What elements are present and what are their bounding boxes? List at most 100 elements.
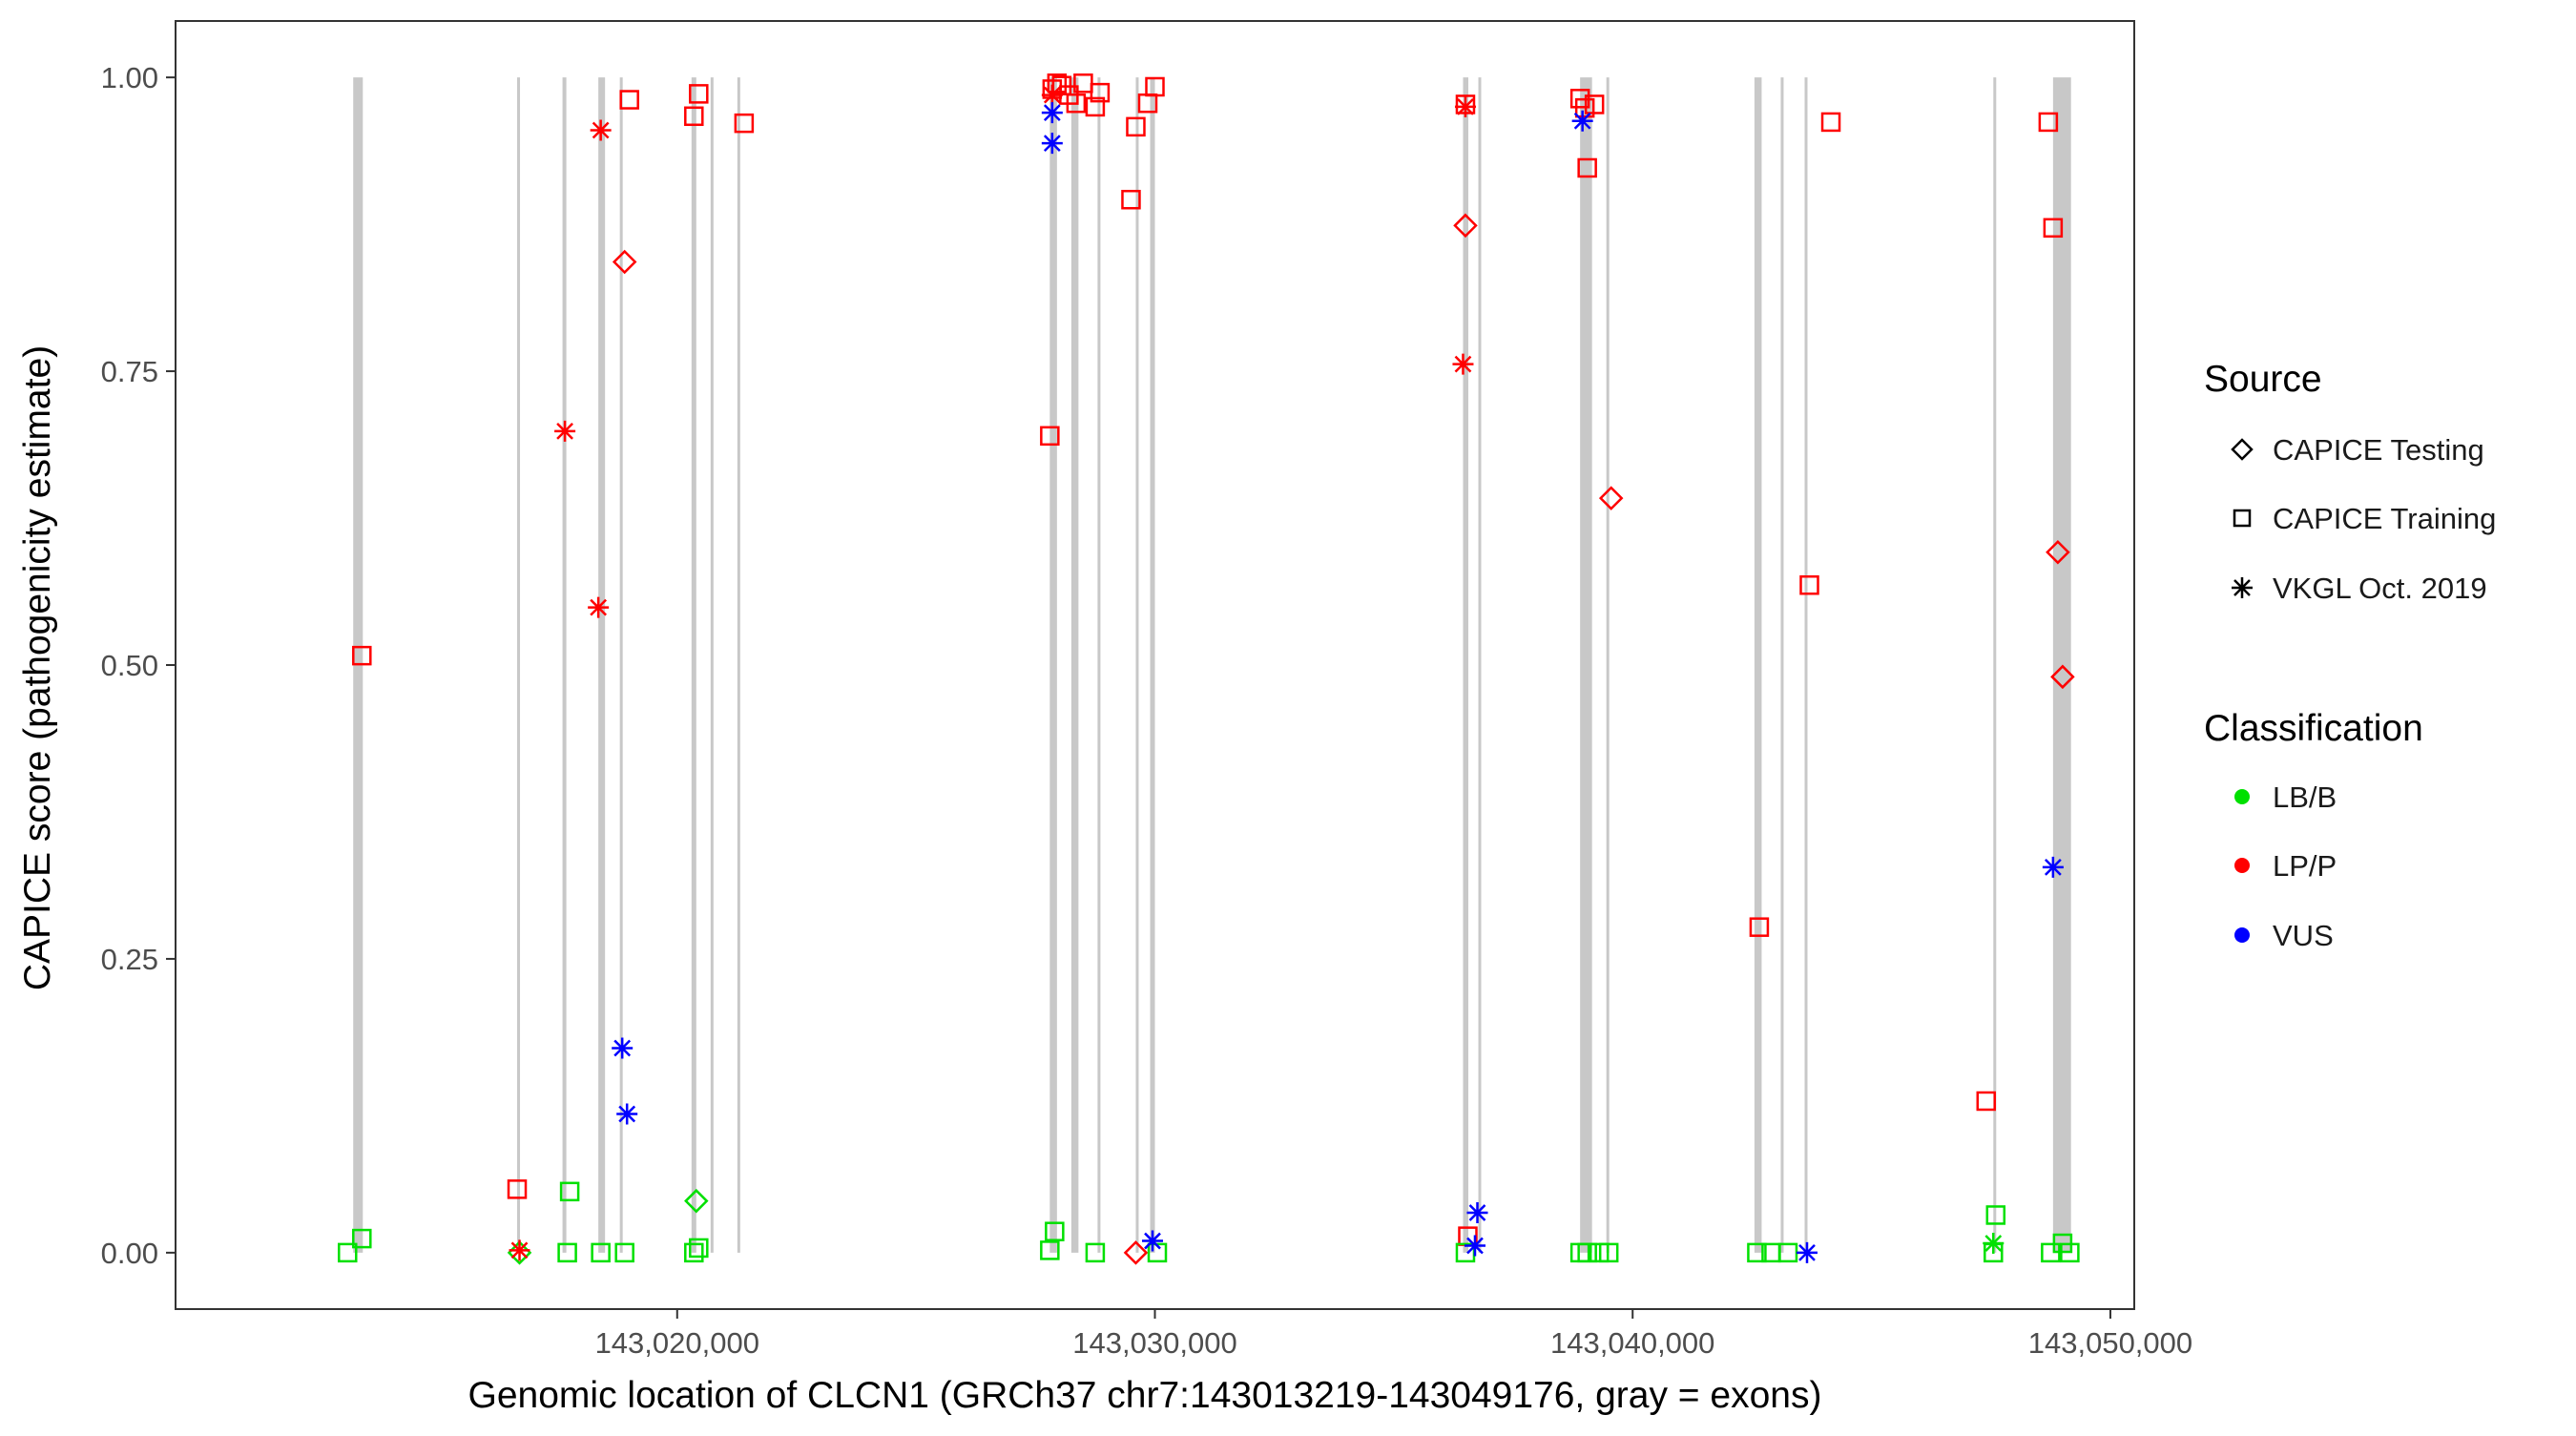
legend-item-capice-testing: CAPICE Testing [2231,433,2484,467]
exon-band [1070,77,1079,1253]
legend-source-title: Source [2204,359,2322,400]
data-point-square [614,1242,634,1263]
data-point-square [734,113,755,134]
data-point-square [559,1181,580,1202]
data-point-diamond [612,249,637,275]
legend-item-capice-training: CAPICE Training [2233,502,2496,535]
legend-item-vkgl: VKGL Oct. 2019 [2232,572,2487,605]
y-tick-label: 0.00 [101,1237,158,1270]
dot-icon [2234,927,2250,943]
data-point-square [1799,574,1819,595]
data-point-square [1126,116,1146,137]
exon-band [1780,77,1784,1253]
data-point-square [1040,426,1060,447]
data-point-diamond [1123,1240,1149,1265]
data-point-asterisk [1571,110,1593,132]
data-point-square [619,90,639,110]
data-point-square [1085,1242,1106,1263]
exon-band [598,77,606,1253]
data-point-square [591,1242,611,1263]
data-point-square [1577,157,1597,178]
legend-item-label: VKGL Oct. 2019 [2273,572,2487,605]
x-axis-title: Genomic location of CLCN1 (GRCh37 chr7:1… [468,1375,1822,1416]
diamond-icon [2231,438,2254,461]
exon-band [1754,77,1762,1253]
dot-icon [2234,858,2250,873]
exon-band [1580,77,1592,1253]
data-point-asterisk [612,1037,634,1059]
x-tick-label: 143,020,000 [595,1326,759,1360]
legend-item-lpp: LP/P [2234,849,2337,883]
legend-item-label: LP/P [2273,849,2337,883]
data-point-square [2060,1242,2080,1263]
legend-item-label: VUS [2273,919,2334,952]
data-point-asterisk [590,119,612,141]
data-point-square [1045,1221,1065,1241]
data-point-asterisk [1983,1233,2005,1255]
y-axis-ticks: 0.00 0.25 0.50 0.75 1.00 [101,61,176,1270]
exon-band [517,77,521,1253]
data-point-asterisk [1464,1235,1485,1257]
dot-icon [2234,789,2250,804]
exon-band [1049,77,1057,1253]
data-point-square [689,1238,709,1259]
x-axis-ticks: 143,020,000 143,030,000 143,040,000 143,050… [595,1309,2192,1360]
data-point-square [2043,218,2064,239]
exon-band [710,77,714,1253]
x-tick-label: 143,040,000 [1550,1326,1714,1360]
exon-band [619,77,623,1253]
data-point-asterisk [554,420,576,442]
exon-layer [353,77,2071,1253]
x-tick-label: 143,030,000 [1072,1326,1236,1360]
exon-band [1097,77,1101,1253]
exon-band [691,77,696,1253]
data-point-square [352,645,372,666]
data-point-square [1747,1242,1767,1263]
data-point-diamond [1453,213,1478,239]
data-point-asterisk [1142,1230,1163,1252]
y-tick-label: 0.50 [101,649,158,682]
data-point-square [2038,112,2059,133]
data-point-square [557,1242,577,1263]
data-point-asterisk [1466,1202,1488,1223]
data-point-square [338,1242,358,1263]
data-point-square [1121,189,1141,210]
data-point-square [1577,1242,1597,1263]
data-point-asterisk [1041,102,1063,124]
exon-band [1993,77,1997,1253]
data-point-square [1985,1205,2006,1225]
exon-band [1463,77,1468,1253]
data-point-square [1820,112,1841,133]
legend-item-label: CAPICE Training [2273,502,2496,535]
data-point-asterisk [1452,353,1474,375]
data-point-square [1598,1242,1619,1263]
x-tick-label: 143,050,000 [2028,1326,2192,1360]
data-point-diamond [1598,486,1624,510]
data-point-diamond [2050,664,2075,690]
data-point-square [1090,82,1111,103]
data-point-asterisk [1041,133,1063,155]
data-point-square [1040,1240,1060,1260]
exon-band [1150,77,1155,1253]
data-point-asterisk [1454,95,1476,117]
data-point-diamond [2046,539,2070,565]
legend-item-label: CAPICE Testing [2273,433,2484,467]
y-tick-label: 1.00 [101,61,158,94]
data-point-square [1976,1091,1997,1112]
data-point-square [1777,1242,1798,1263]
legend-item-lbb: LB/B [2234,780,2337,814]
exon-band [737,77,740,1253]
y-axis-title: CAPICE score (pathogenicity estimate) [17,345,58,990]
exon-band [1478,77,1482,1253]
square-icon [2233,509,2252,528]
data-point-square [684,1242,704,1263]
data-point-square [507,1179,528,1199]
data-point-asterisk [1041,84,1063,106]
data-point-square [1749,917,1770,937]
data-point-square [1066,93,1087,114]
legend-class-title: Classification [2204,708,2423,749]
data-point-asterisk [1797,1241,1818,1263]
exon-band [562,77,567,1253]
